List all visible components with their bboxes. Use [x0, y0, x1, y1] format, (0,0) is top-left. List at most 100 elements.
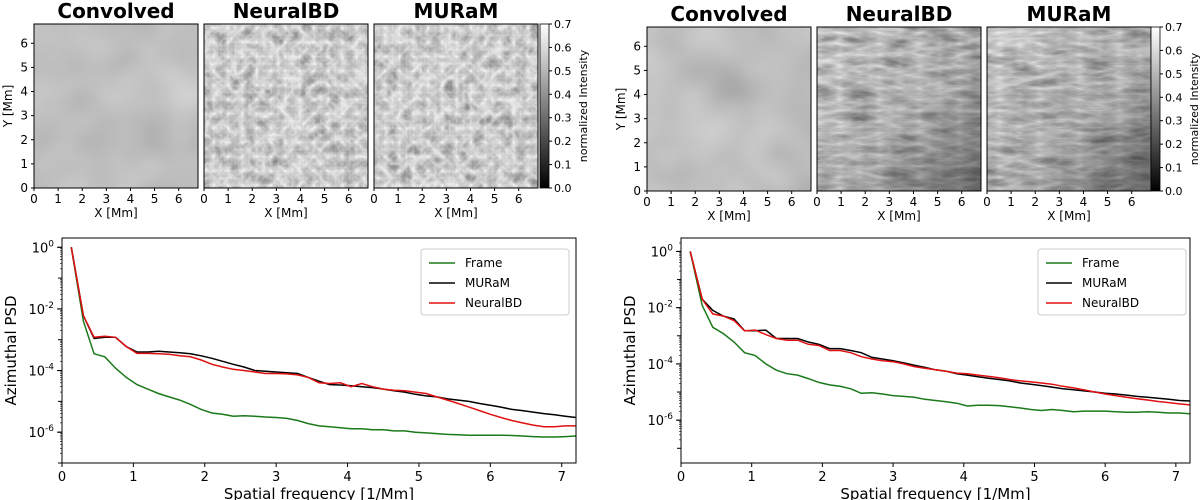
x-tick-label: 0: [58, 470, 66, 485]
x-tick-label: 4: [467, 192, 475, 206]
legend-label-frame: Frame: [465, 256, 502, 270]
y-tick-label: 5: [633, 63, 641, 77]
x-tick-label: 3: [889, 470, 897, 485]
x-tick-label: 1: [129, 470, 137, 485]
colorbar-tick-label: 0.3: [554, 112, 572, 125]
colorbar: 0.0 0.1 0.2 0.3 0.4 0.5 0.6 0.7 normalized Inten…: [539, 18, 590, 195]
panel-image: [647, 27, 811, 191]
legend-label-muram: MURaM: [1082, 276, 1127, 290]
image-panel-neuralbd: NeuralBD 0 1 2 3 4 5 6 X [Mm]: [200, 0, 369, 220]
x-tick-label: 4: [960, 470, 968, 485]
colorbar-gradient: [539, 23, 550, 189]
y-tick-label: 10-4: [28, 363, 54, 380]
x-axis-label: X [Mm]: [877, 209, 920, 223]
image-row-2: Convolved 0 1 2 3 4 5 6 X [Mm] 0 1 2 3 4 5 6 Y [Mm] Neura…: [614, 2, 1200, 223]
y-axis-label: Azimuthal PSD: [621, 295, 639, 405]
y-tick-label: 6: [633, 39, 641, 53]
y-tick-base: 10: [32, 241, 49, 256]
x-tick-label: 5: [764, 195, 772, 209]
x-tick-label: 5: [1030, 470, 1038, 485]
x-tick-label: 3: [273, 192, 281, 206]
x-tick-label: 0: [200, 192, 208, 206]
y-tick-label: 4: [20, 85, 28, 99]
legend-label-frame: Frame: [1082, 256, 1119, 270]
image-panel-convolved: Convolved 0 1 2 3 4 5 6 X [Mm] 0 1 2 3 4 5 6 Y [Mm]: [1, 0, 199, 220]
series-line-frame: [689, 251, 1190, 415]
colorbar-tick-label: 0.3: [1165, 115, 1183, 128]
y-axis-label: Y [Mm]: [1, 85, 15, 129]
y-tick-label: 6: [20, 36, 28, 50]
x-tick-label: 6: [515, 192, 523, 206]
x-tick-label: 5: [934, 195, 942, 209]
y-tick-label: 4: [633, 88, 641, 102]
x-tick-label: 1: [394, 192, 402, 206]
x-tick-label: 4: [297, 192, 305, 206]
series-line-neuralbd: [689, 251, 1190, 406]
x-tick-label: 2: [861, 195, 869, 209]
x-tick-label: 4: [1080, 195, 1088, 209]
colorbar-label: normalized Intensity: [577, 49, 590, 162]
colorbar-tick-label: 0.4: [1165, 91, 1183, 104]
image-panel-muram: MURaM 0 1 2 3 4 5 6 X [Mm]: [983, 2, 1152, 223]
colorbar-tick-label: 0.5: [1165, 68, 1183, 81]
y-tick-label: 3: [633, 112, 641, 126]
colorbar-tick-label: 0.0: [554, 182, 572, 195]
y-tick-label: 10-6: [647, 412, 673, 429]
x-tick-label: 4: [343, 470, 351, 485]
colorbar-tick-label: 0.2: [1165, 138, 1183, 151]
colorbar-tick-label: 0.6: [554, 41, 572, 54]
colorbar-tick-label: 0.1: [1165, 162, 1183, 175]
x-tick-label: 3: [103, 192, 111, 206]
y-tick-label: 10-2: [647, 300, 673, 317]
panel-shading: [817, 27, 981, 191]
y-tick-label: 0: [20, 181, 28, 195]
panel-title: Convolved: [57, 0, 174, 23]
x-tick-label: 5: [1104, 195, 1112, 209]
colorbar-tick-label: 0.0: [1165, 185, 1183, 198]
y-tick-label: 2: [20, 133, 28, 147]
colorbar-tick-label: 0.2: [554, 135, 572, 148]
image-panel-muram: MURaM 0 1 2 3 4 5 6 X [Mm]: [370, 0, 539, 220]
x-tick-label: 5: [415, 470, 423, 485]
x-axis-label: X [Mm]: [94, 206, 137, 220]
series-line-frame: [70, 247, 576, 438]
y-tick-base: 10: [647, 414, 664, 429]
x-tick-label: 3: [272, 470, 280, 485]
image-panel-neuralbd: NeuralBD 0 1 2 3 4 5 6 X [Mm]: [813, 2, 982, 223]
x-tick-label: 0: [813, 195, 821, 209]
y-tick-label: 3: [20, 109, 28, 123]
panel-title: MURaM: [1027, 2, 1112, 26]
y-tick-label: 1: [20, 157, 28, 171]
x-axis-label: X [Mm]: [1047, 209, 1090, 223]
x-tick-label: 0: [370, 192, 378, 206]
y-tick-exponent: 0: [48, 239, 54, 249]
x-tick-label: 4: [740, 195, 748, 209]
x-tick-label: 2: [248, 192, 256, 206]
panel-title: MURaM: [414, 0, 499, 23]
x-tick-label: 6: [1101, 470, 1109, 485]
x-tick-label: 2: [818, 470, 826, 485]
series-group: [70, 247, 576, 438]
series-group: [689, 251, 1190, 415]
y-axis-label: Y [Mm]: [614, 88, 628, 132]
axes-frame: [61, 237, 577, 464]
y-axis-label: Azimuthal PSD: [2, 295, 20, 405]
panel-title: NeuralBD: [233, 0, 340, 23]
y-tick-base: 10: [28, 365, 45, 380]
image-row-1: Convolved 0 1 2 3 4 5 6 X [Mm] 0 1 2 3 4 5 6 Y [Mm] Neura…: [1, 0, 590, 220]
x-tick-label: 1: [667, 195, 675, 209]
x-tick-label: 1: [837, 195, 845, 209]
x-tick-label: 3: [443, 192, 451, 206]
x-axis-label: Spatial frequency [1/Mm]: [840, 485, 1030, 500]
x-tick-label: 6: [1128, 195, 1136, 209]
y-tick-label: 1: [633, 160, 641, 174]
legend-label-muram: MURaM: [465, 276, 510, 290]
x-tick-label: 3: [886, 195, 894, 209]
y-tick-label: 100: [651, 243, 674, 260]
y-tick-exponent: -4: [45, 363, 54, 373]
x-tick-label: 1: [224, 192, 232, 206]
x-tick-label: 2: [201, 470, 209, 485]
panel-frame: [203, 23, 369, 189]
